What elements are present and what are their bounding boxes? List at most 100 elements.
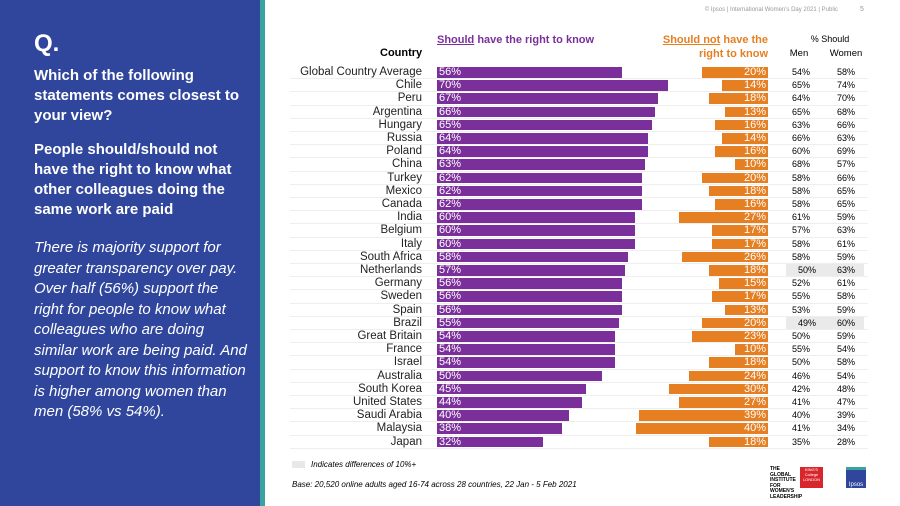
table-row: Sweden 56% 17% 55% 58%	[290, 290, 868, 304]
table-row: Saudi Arabia 40% 39% 40% 39%	[290, 409, 868, 423]
country-label: Canada	[381, 198, 422, 210]
women-value: 61%	[836, 278, 855, 289]
should-header-rest: have the right to know	[474, 34, 595, 46]
should-bar: 54%	[437, 344, 616, 355]
should-not-bar: 18%	[708, 265, 768, 276]
page-number: 5	[860, 6, 864, 13]
should-bar: 63%	[437, 159, 645, 170]
country-label: Malaysia	[376, 422, 422, 435]
should-not-bar: 13%	[725, 106, 768, 118]
should-not-bar: 27%	[678, 397, 768, 408]
women-value: 70%	[836, 93, 855, 104]
country-label: Israel	[393, 356, 422, 369]
women-value: 58%	[836, 291, 855, 302]
table-row: Argentina 66% 13% 65% 68%	[290, 106, 868, 119]
country-label: Italy	[400, 237, 422, 250]
should-bar: 54%	[437, 357, 616, 368]
men-value: 55%	[791, 291, 810, 302]
men-value: 57%	[791, 225, 810, 236]
table-row: Poland 64% 16% 60% 69%	[290, 145, 868, 159]
should-not-underlined: Should not	[662, 34, 721, 46]
table-row: Great Britain 54% 23% 50% 59%	[290, 330, 868, 344]
should-bar: 38%	[437, 423, 563, 434]
women-value: 74%	[836, 80, 855, 91]
women-value: 63%	[836, 225, 855, 236]
should-bar: 55%	[437, 318, 619, 329]
table-row: Peru 67% 18% 64% 70%	[290, 92, 868, 106]
should-bar: 57%	[437, 265, 626, 276]
men-value: 46%	[791, 370, 810, 381]
country-label: Turkey	[387, 171, 422, 184]
legend-text: Indicates differences of 10%+	[311, 460, 417, 469]
country-header: Country	[380, 47, 423, 59]
country-label: South Korea	[358, 382, 422, 395]
ipsos-logo: Ipsos	[846, 467, 866, 488]
should-not-bar: 20%	[702, 172, 768, 184]
should-bar: 62%	[437, 186, 642, 197]
should-not-bar: 10%	[735, 344, 768, 355]
country-label: Spain	[392, 303, 422, 316]
women-value: 59%	[836, 304, 855, 315]
table-row: France 54% 10% 55% 54%	[290, 343, 868, 357]
legend-swatch	[292, 461, 305, 468]
should-bar: 56%	[437, 304, 622, 316]
men-value: 58%	[791, 199, 810, 209]
men-value: 50%	[791, 357, 810, 368]
should-not-bar: 13%	[725, 304, 768, 316]
table-row: South Africa 58% 26% 58% 59%	[290, 251, 868, 264]
women-value: 34%	[836, 423, 855, 434]
accent-stripe	[260, 0, 265, 506]
men-value: 41%	[791, 397, 810, 407]
should-bar: 44%	[437, 397, 583, 408]
country-label: Peru	[397, 92, 422, 105]
men-value: 52%	[791, 278, 810, 289]
should-bar: 60%	[437, 212, 635, 223]
should-not-bar: 14%	[721, 80, 768, 91]
should-not-bar: 18%	[708, 93, 768, 104]
summary-text: There is majority support for greater tr…	[34, 239, 247, 420]
table-row: China 63% 10% 68% 57%	[290, 158, 868, 172]
should-bar: 56%	[437, 67, 622, 78]
men-value: 35%	[791, 436, 810, 447]
women-value: 54%	[836, 370, 855, 381]
men-value: 50%	[791, 331, 810, 341]
men-header: Men	[789, 48, 809, 59]
women-value: 63%	[828, 264, 864, 276]
table-row: Australia 50% 24% 46% 54%	[290, 370, 868, 383]
should-header: Should have the right to know	[437, 33, 594, 47]
country-label: Sweden	[380, 290, 422, 303]
should-not-bar: 18%	[708, 357, 768, 368]
women-value: 58%	[836, 67, 855, 77]
should-bar: 60%	[437, 238, 635, 250]
table-row: Russia 64% 14% 66% 63%	[290, 132, 868, 146]
women-value: 47%	[836, 397, 855, 407]
should-not-bar: 16%	[715, 146, 768, 157]
women-value: 28%	[836, 436, 855, 447]
country-label: Poland	[386, 145, 422, 158]
global-institute-logo: THE GLOBAL INSTITUTE FOR WOMEN'S LEADERS…	[770, 466, 803, 500]
table-row: Italy 60% 17% 58% 61%	[290, 238, 868, 251]
country-label: South Africa	[359, 250, 422, 263]
country-label: Brazil	[393, 316, 422, 329]
country-label: France	[386, 343, 422, 356]
source-note: © Ipsos | International Women's Day 2021…	[704, 7, 838, 13]
statement-text: People should/should not have the right …	[34, 141, 232, 218]
should-not-bar: 10%	[735, 159, 768, 170]
women-value: 39%	[836, 410, 855, 421]
should-bar: 56%	[437, 278, 622, 289]
men-value: 41%	[791, 423, 810, 434]
should-not-bar: 24%	[688, 370, 768, 382]
country-label: Germany	[374, 277, 422, 290]
women-value: 66%	[836, 172, 855, 183]
table-row: Brazil 55% 20% 49% 60%	[290, 316, 868, 330]
country-label: Global Country Average	[300, 66, 422, 78]
should-bar: 60%	[437, 225, 635, 236]
should-bar: 50%	[437, 370, 602, 382]
women-value: 61%	[836, 238, 855, 249]
women-value: 59%	[836, 251, 855, 262]
women-value: 59%	[836, 212, 855, 223]
should-not-bar: 23%	[692, 331, 768, 342]
country-label: Belgium	[380, 224, 422, 237]
men-value: 55%	[791, 344, 810, 355]
men-value: 58%	[791, 251, 810, 262]
